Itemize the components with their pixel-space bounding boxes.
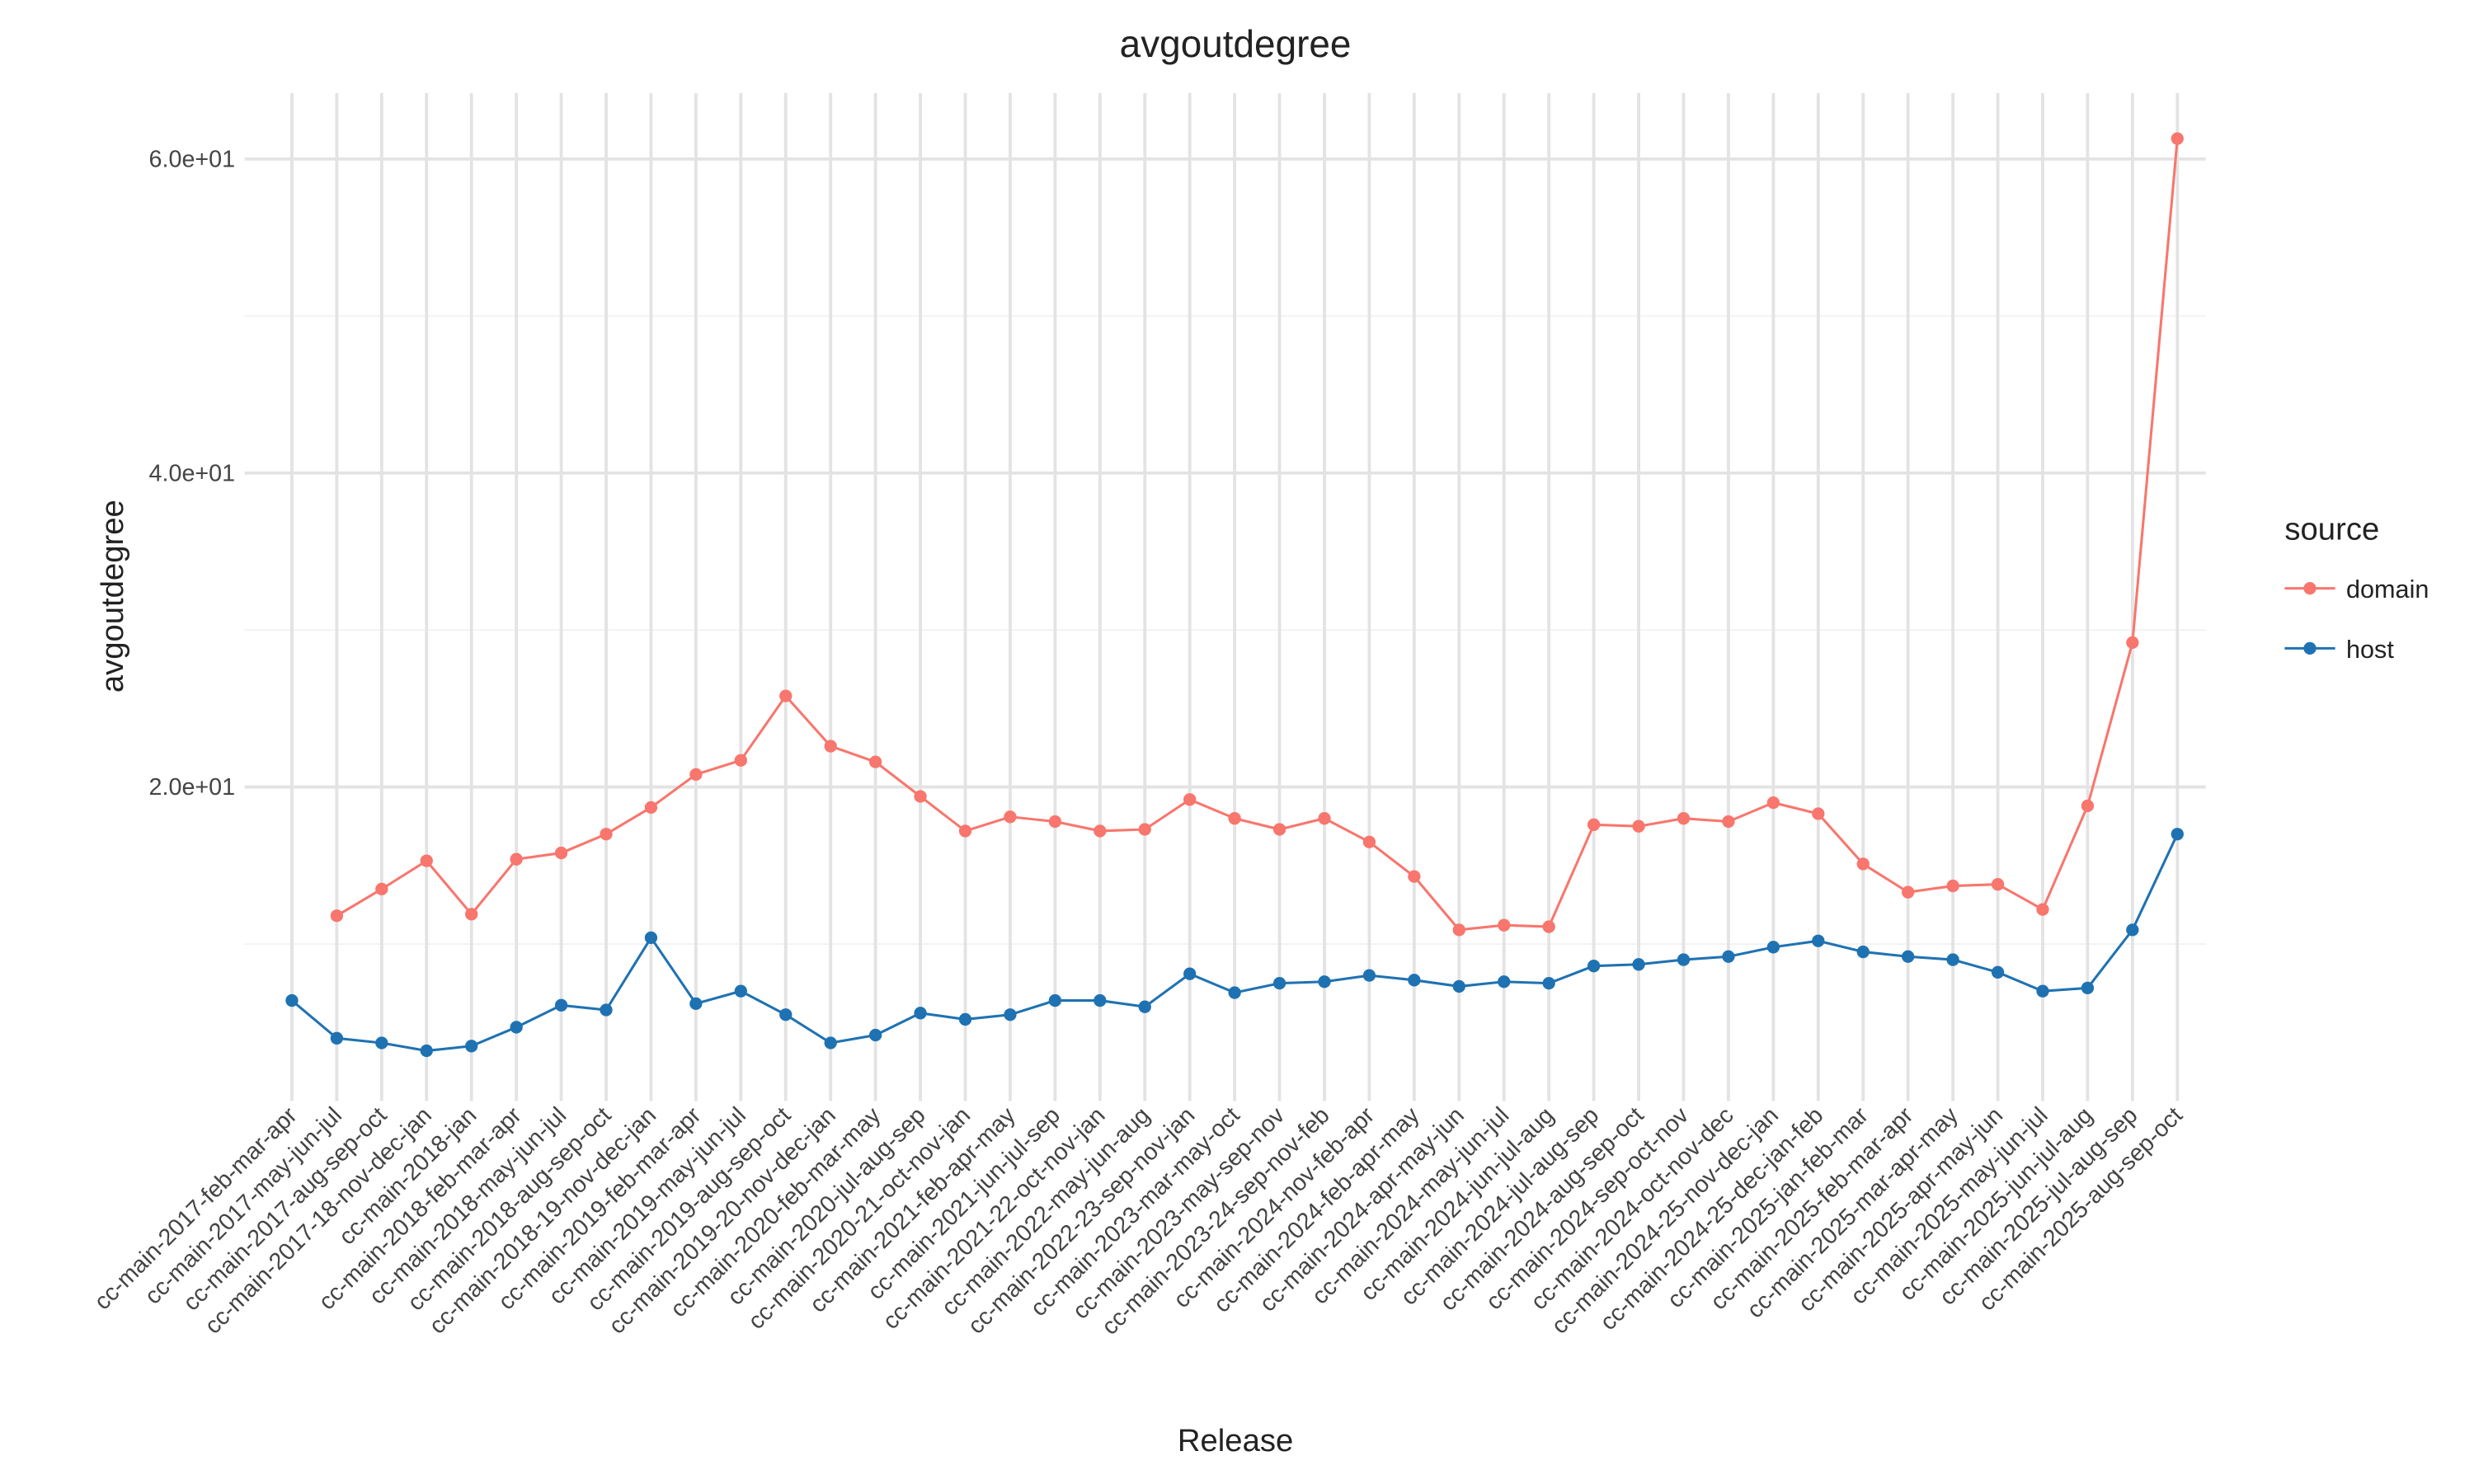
data-point <box>554 998 568 1012</box>
data-point <box>1048 993 1062 1007</box>
data-point <box>1318 975 1331 989</box>
series-line <box>336 138 2179 932</box>
y-tick-label: 4.0e+01 <box>149 460 236 486</box>
data-point <box>420 854 433 867</box>
data-point <box>1094 993 1107 1007</box>
data-point <box>868 755 882 768</box>
data-point <box>644 931 658 945</box>
data-point <box>1408 870 1421 883</box>
data-point <box>868 1028 882 1042</box>
data-point <box>1408 974 1421 987</box>
data-point <box>958 824 972 838</box>
y-axis-title: avgoutdegree <box>95 500 130 693</box>
data-point <box>1138 1000 1151 1013</box>
data-point <box>1542 976 1555 990</box>
data-point <box>1094 824 1107 838</box>
data-point <box>510 852 523 866</box>
data-point <box>2081 799 2095 813</box>
data-point <box>1004 1008 1017 1021</box>
data-point <box>1632 819 1645 833</box>
data-point <box>375 1036 388 1050</box>
data-point <box>1677 953 1691 966</box>
data-point <box>1452 979 1465 993</box>
data-point <box>285 993 299 1007</box>
data-point <box>1498 918 1511 932</box>
data-point <box>2036 903 2049 916</box>
data-point <box>1902 885 1915 899</box>
data-point <box>330 909 344 923</box>
data-point <box>330 1031 344 1045</box>
data-point <box>510 1021 523 1034</box>
data-point <box>1991 878 2005 891</box>
data-point <box>1362 969 1376 982</box>
data-point <box>1362 835 1376 848</box>
legend-key-point <box>2303 581 2316 595</box>
data-point <box>2036 984 2049 998</box>
data-point <box>824 1036 837 1050</box>
data-point <box>1004 810 1017 824</box>
data-point <box>779 689 793 702</box>
data-point <box>1272 976 1286 990</box>
data-point <box>689 997 703 1011</box>
data-point <box>600 828 613 841</box>
data-point <box>375 882 388 896</box>
data-point <box>689 768 703 782</box>
data-point <box>420 1044 433 1058</box>
data-point <box>465 1040 478 1053</box>
data-point <box>2171 828 2184 841</box>
data-point <box>1677 812 1691 825</box>
data-point <box>1946 953 1959 966</box>
data-point <box>1812 934 1825 947</box>
y-tick-label: 2.0e+01 <box>149 774 236 801</box>
data-point <box>1722 950 1735 963</box>
data-point <box>1048 815 1062 829</box>
data-point <box>1452 923 1465 937</box>
data-point <box>1228 986 1241 999</box>
data-point <box>1228 812 1241 825</box>
data-point <box>1318 812 1331 825</box>
data-point <box>1587 818 1601 831</box>
data-point <box>1138 823 1151 836</box>
y-tick-label: 6.0e+01 <box>149 146 236 172</box>
data-point <box>1632 958 1645 971</box>
data-point <box>734 754 747 767</box>
data-point <box>1722 815 1735 829</box>
data-point <box>1991 965 2005 979</box>
data-point <box>1183 793 1197 806</box>
data-point <box>2171 132 2184 145</box>
legend-title: source <box>2284 511 2379 547</box>
data-point <box>1856 945 1870 959</box>
data-point <box>1272 823 1286 836</box>
data-point <box>1498 975 1511 989</box>
data-point <box>644 801 658 815</box>
data-point <box>1946 879 1959 893</box>
data-point <box>465 908 478 921</box>
data-point <box>554 846 568 860</box>
data-point <box>1183 967 1197 980</box>
data-point <box>2126 636 2139 650</box>
data-point <box>1902 950 1915 963</box>
data-point <box>2126 923 2139 937</box>
data-point <box>824 740 837 753</box>
data-point <box>600 1003 613 1017</box>
data-point <box>1856 857 1870 871</box>
data-point <box>914 790 927 803</box>
x-axis-title: Release <box>1178 1423 1293 1458</box>
data-point <box>1587 960 1601 973</box>
data-point <box>1812 807 1825 820</box>
chart-title: avgoutdegree <box>1120 22 1352 65</box>
data-point <box>1766 796 1780 810</box>
data-point <box>2081 981 2095 995</box>
data-point <box>1766 941 1780 954</box>
data-point <box>958 1012 972 1026</box>
legend-key-point <box>2303 641 2316 655</box>
data-point <box>1542 920 1555 933</box>
legend-label: domain <box>2346 575 2429 603</box>
data-point <box>914 1007 927 1020</box>
data-point <box>779 1008 793 1021</box>
data-point <box>734 984 747 998</box>
legend-label: host <box>2346 636 2394 664</box>
